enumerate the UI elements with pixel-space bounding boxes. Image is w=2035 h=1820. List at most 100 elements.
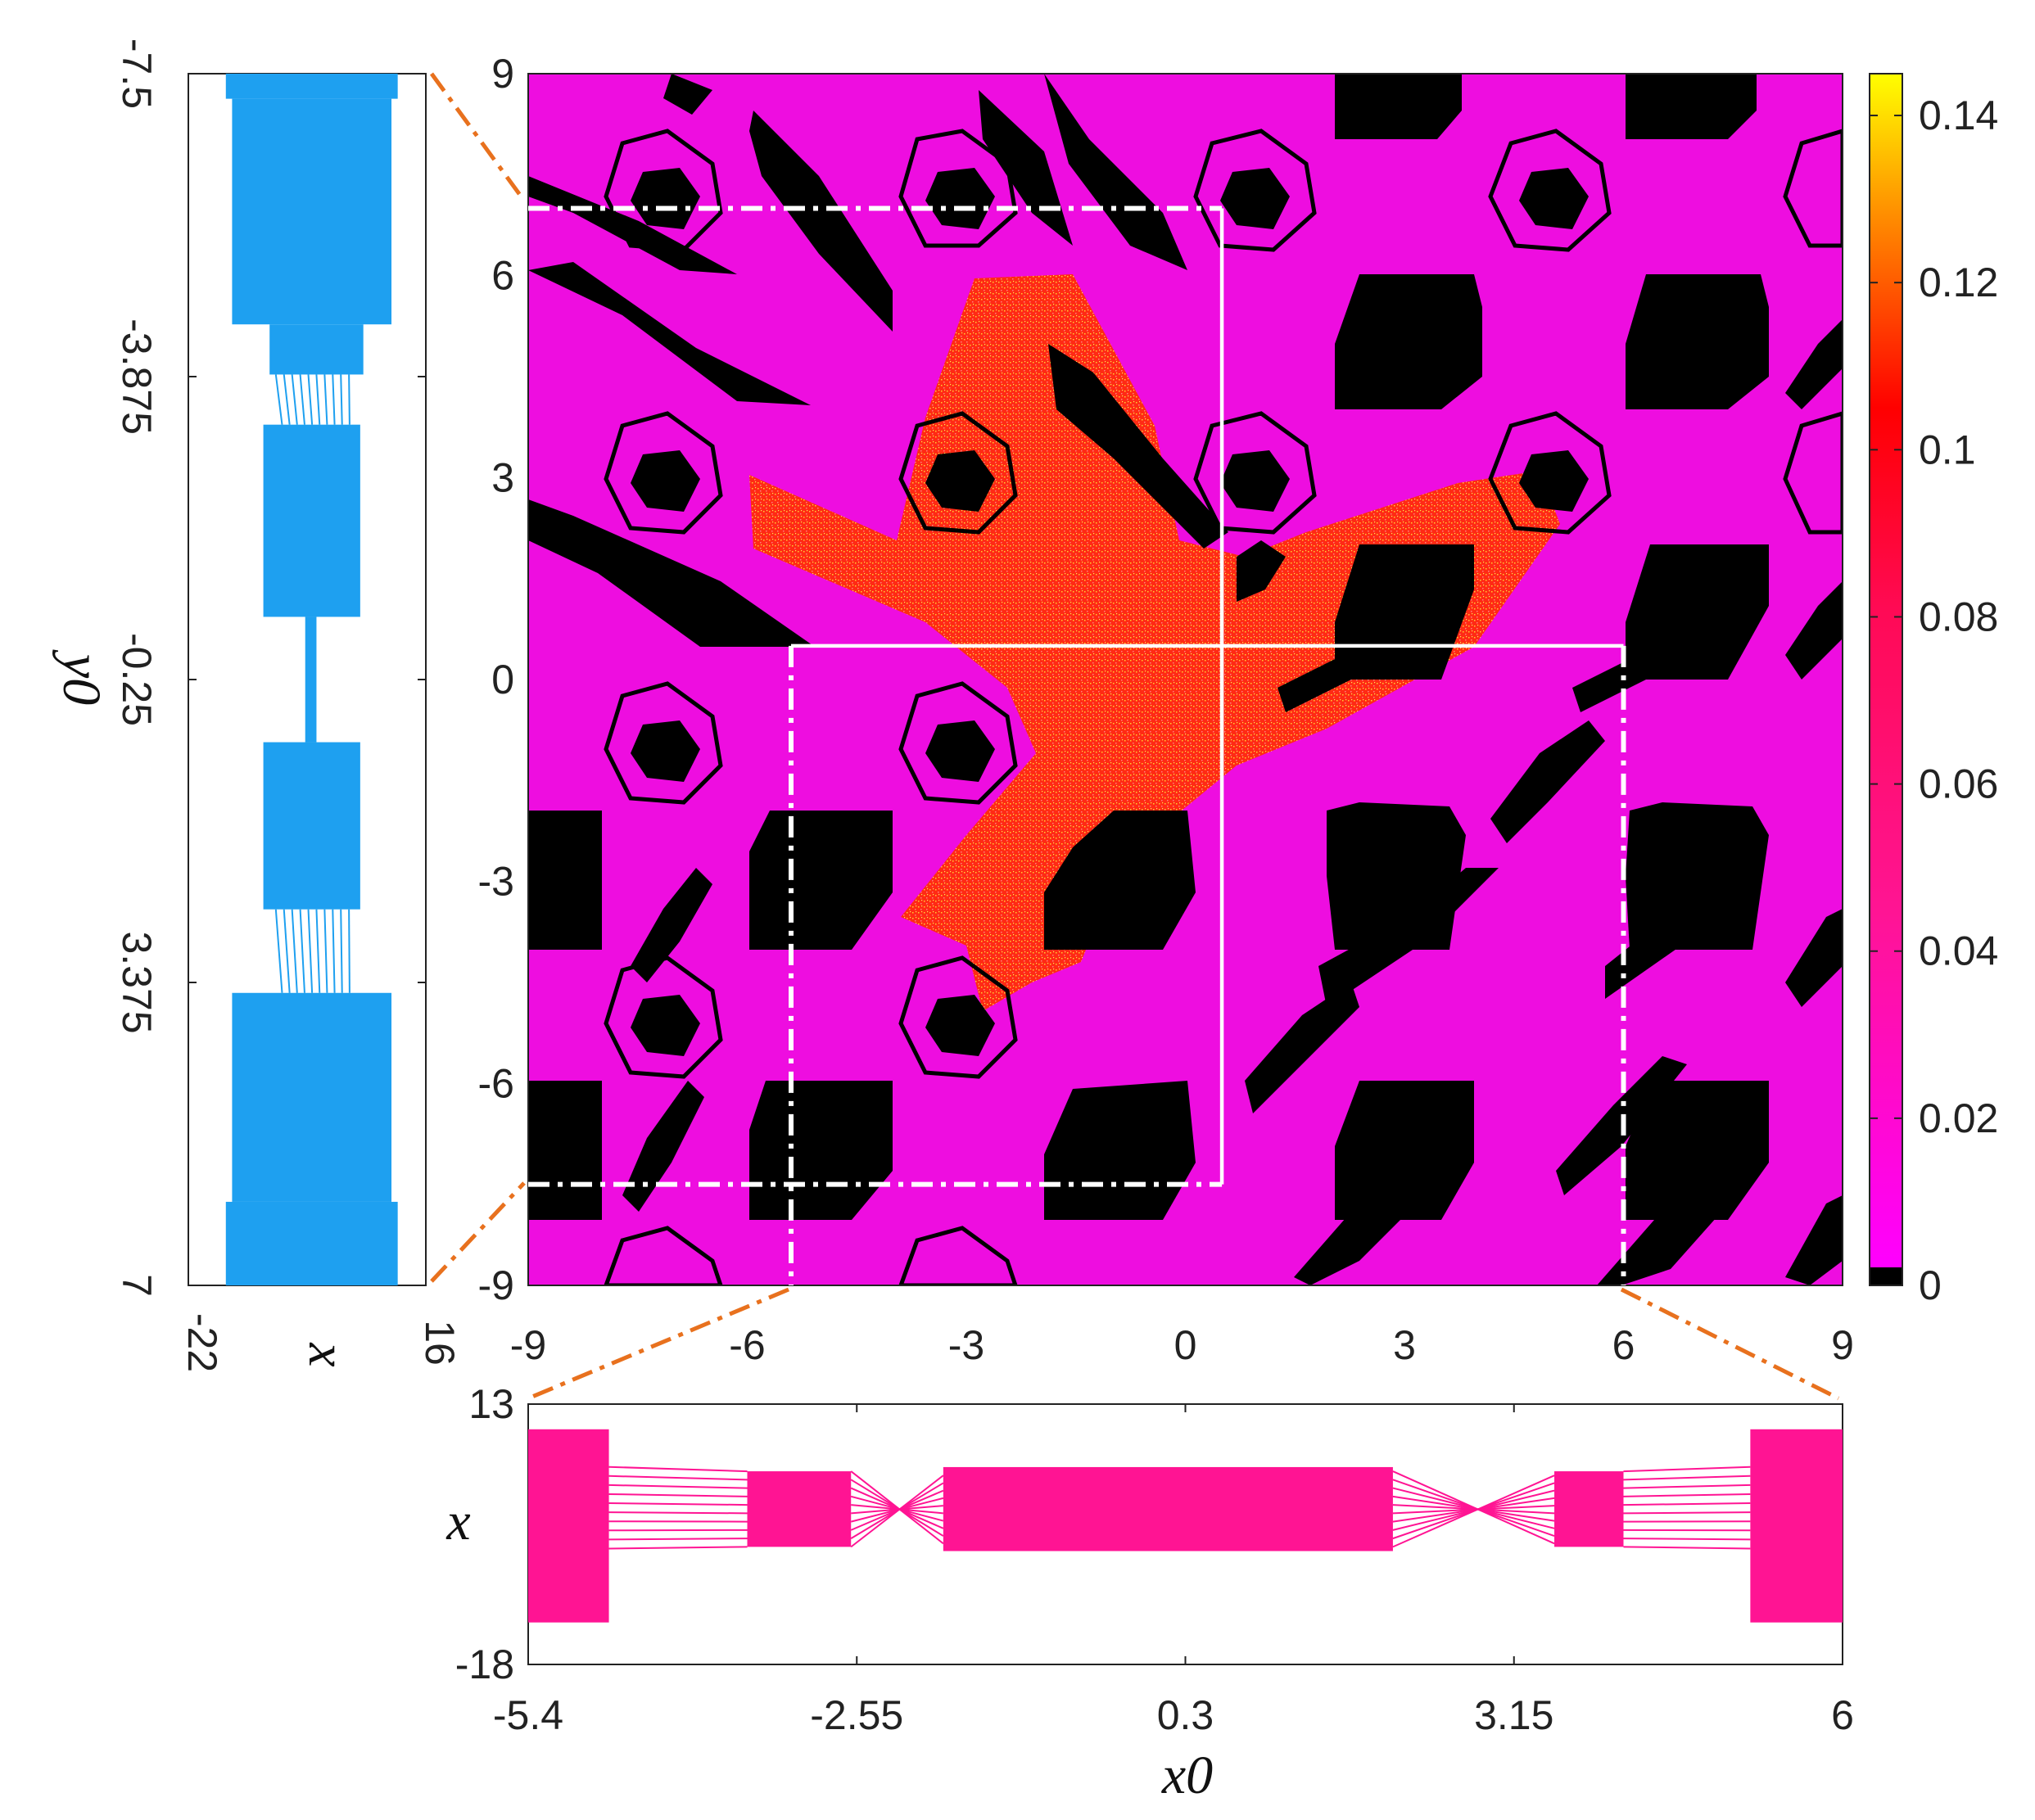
- left-inset-trajectory: [299, 909, 305, 993]
- bottom-inset-trajectory: [850, 1470, 944, 1545]
- zoom-boxes: [528, 205, 1626, 1285]
- left-inset-trajectory: [323, 909, 328, 993]
- left-inset-y-ticks: -7.5 -3.875 -0.25 3.375 7: [114, 38, 426, 1297]
- heatmap-frame: [527, 73, 1843, 1286]
- bottom-inset-trajectory: [608, 1502, 748, 1506]
- left-inset-trajectory: [299, 374, 305, 425]
- bottom-inset-trajectory: [608, 1475, 748, 1481]
- bottom-inset-trajectory: [608, 1465, 748, 1473]
- left-inset-y-tick-label: -0.25: [114, 633, 160, 726]
- left-inset-trajectory: [340, 909, 343, 993]
- stability-cores: [631, 168, 1589, 1056]
- main-y-ticks: 9 6 3 0 -3 -6 -9: [478, 51, 514, 1308]
- main-y-tick-label: 3: [491, 454, 514, 500]
- bottom-inset-trajectory: [608, 1493, 748, 1497]
- main-x-ticks: -9 -6 -3 0 3 6 9: [510, 1322, 1854, 1368]
- left-inset-bands: [225, 74, 398, 1285]
- left-inset-xlabel: x: [297, 1342, 357, 1366]
- left-inset-band: [225, 1201, 398, 1285]
- bottom-inset-band: [747, 1471, 852, 1547]
- bottom-inset-trajectory: [1392, 1470, 1555, 1545]
- bottom-inset-ylabel: x: [445, 1492, 470, 1551]
- left-inset-trajectory: [348, 909, 350, 993]
- left-inset-y-tick-label: 7: [114, 1274, 160, 1297]
- bottom-inset-bands: [528, 1429, 1843, 1623]
- left-inset-x-tick-label: 16: [417, 1320, 463, 1366]
- left-inset-trajectory: [332, 374, 336, 425]
- left-inset-trajectory: [283, 909, 291, 993]
- colorbar-frame: [1869, 73, 1903, 1286]
- left-inset-trajectory: [332, 909, 336, 993]
- colorbar-tick-label: 0.02: [1919, 1095, 1998, 1141]
- bottom-inset-xlabel: x0: [1161, 1745, 1213, 1805]
- bottom-inset-trajectory: [608, 1484, 748, 1489]
- left-inset-band: [263, 742, 360, 910]
- main-x-tick-label: 6: [1612, 1322, 1635, 1368]
- bottom-inset-trajectory: [608, 1511, 748, 1515]
- left-inset-x-ticks: -22 16: [179, 1313, 463, 1372]
- left-inset-connector-top: [429, 72, 527, 202]
- bottom-inset-band: [1750, 1429, 1843, 1623]
- left-inset-trajectory: [274, 374, 283, 425]
- left-inset-y-tick-label: 3.375: [114, 931, 160, 1033]
- bottom-inset-trajectory: [608, 1538, 748, 1541]
- colorbar-tick-label: 0.14: [1919, 93, 1998, 138]
- left-inset-trajectory: [348, 374, 350, 425]
- left-inset-trajectory: [274, 909, 283, 993]
- bottom-inset-band: [528, 1429, 609, 1623]
- bottom-inset-x-ticks: -5.4 -2.55 0.3 3.15 6: [493, 1404, 1854, 1738]
- bottom-inset-band: [1554, 1471, 1624, 1547]
- bottom-inset-y-ticks: 13 -18: [455, 1381, 514, 1687]
- left-inset-x-tick-label: -22: [179, 1313, 225, 1372]
- main-x-tick-label: -9: [510, 1322, 546, 1368]
- colorbar-ticks: 0.14 0.12 0.1 0.08 0.06 0.04 0.02 0: [1870, 93, 1998, 1308]
- bottom-inset-x-tick-label: 6: [1831, 1692, 1854, 1738]
- colorbar-tick-label: 0.12: [1919, 260, 1998, 305]
- left-inset-y-tick-label: -7.5: [114, 38, 160, 109]
- left-inset-trajectory: [315, 909, 321, 993]
- bottom-inset-trajectory: [1623, 1502, 1751, 1506]
- colorbar-tick-label: 0: [1919, 1262, 1942, 1308]
- main-heatmap: -9 -6 -3 0 3 6 9 9 6 3 0 -3 -6 -9: [478, 51, 1854, 1368]
- left-inset-trajectory: [307, 909, 314, 993]
- bottom-inset-trajectory: [1623, 1493, 1751, 1497]
- bottom-inset-x-tick-label: 3.15: [1474, 1692, 1553, 1738]
- colorbar: 0.14 0.12 0.1 0.08 0.06 0.04 0.02 0: [1869, 73, 1998, 1308]
- bottom-inset-connector-right: [1620, 1287, 1840, 1401]
- bottom-inset-trajectory: [1623, 1538, 1751, 1541]
- left-inset-band: [225, 74, 398, 99]
- colorbar-tick-label: 0.04: [1919, 928, 1998, 974]
- left-inset-band: [232, 98, 392, 325]
- left-inset-band: [232, 992, 392, 1202]
- left-inset-trajectory: [315, 374, 321, 425]
- colorbar-zero-band: [1870, 1267, 1902, 1285]
- bottom-inset: -5.4 -2.55 0.3 3.15 6 13 -18 x x0: [445, 1287, 1854, 1805]
- left-inset-ylabel: y0: [52, 649, 111, 705]
- bottom-inset-y-tick-label: -18: [455, 1642, 514, 1687]
- main-y-tick-label: -9: [478, 1262, 514, 1308]
- main-x-tick-label: 0: [1174, 1322, 1197, 1368]
- left-inset-band: [305, 616, 317, 743]
- colorbar-tick-label: 0.06: [1919, 761, 1998, 807]
- bottom-inset-trajectory: [1623, 1475, 1751, 1481]
- bottom-inset-trajectory: [1623, 1484, 1751, 1489]
- left-inset-trajectory: [283, 374, 291, 425]
- bottom-inset-trajectory: [1623, 1465, 1751, 1473]
- left-inset-y-tick-label: -3.875: [114, 318, 160, 435]
- main-x-tick-label: -3: [948, 1322, 984, 1368]
- colorbar-tick-label: 0.1: [1919, 427, 1976, 472]
- bottom-inset-x-tick-label: 0.3: [1157, 1692, 1214, 1738]
- left-inset-trajectory: [291, 909, 298, 993]
- colorbar-gradient: [1870, 74, 1902, 1267]
- bottom-inset-trajectory: [1623, 1511, 1751, 1515]
- bottom-inset-trajectory: [1623, 1546, 1751, 1550]
- colorbar-tick-label: 0.08: [1919, 594, 1998, 639]
- main-y-tick-label: -3: [478, 859, 514, 905]
- left-inset-band: [269, 324, 364, 375]
- bottom-inset-band: [943, 1466, 1393, 1551]
- left-inset-trajectory: [340, 374, 343, 425]
- main-x-tick-label: 3: [1393, 1322, 1416, 1368]
- left-inset-trajectory: [323, 374, 328, 425]
- stability-loops: [604, 129, 1843, 1285]
